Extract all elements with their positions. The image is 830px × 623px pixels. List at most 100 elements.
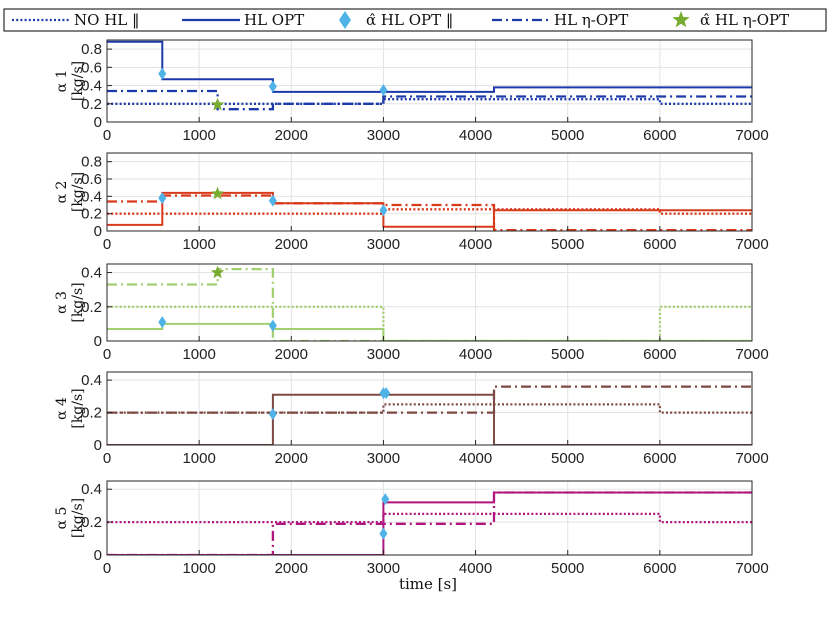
- y-axis-label: α 3: [54, 291, 70, 314]
- y-tick-label: 0.4: [81, 481, 102, 498]
- subplot-4: 0 1000 2000 3000 4000 5000 6000 7000 0 0.2 0.4 α 4[…: [54, 371, 769, 467]
- y-tick-label: 0.4: [81, 78, 102, 95]
- x-tick-label: 1000: [182, 127, 215, 144]
- diamond-marker: [268, 319, 277, 332]
- series-dotted: [107, 512, 752, 524]
- axes-box: [106, 39, 753, 123]
- series-solid: [107, 491, 752, 555]
- legend-star-icon: [672, 11, 690, 28]
- x-tick-label: 3000: [367, 560, 400, 577]
- axes-box: [106, 371, 753, 446]
- x-tick-label: 2000: [275, 127, 308, 144]
- y-tick-label: 0: [94, 547, 102, 564]
- diamond-marker: [158, 192, 167, 205]
- diamond-marker: [379, 204, 388, 217]
- diamond-marker: [268, 194, 277, 207]
- y-tick-label: 0.2: [81, 206, 102, 223]
- y-tick-label: 0.6: [81, 59, 102, 76]
- y-tick-label: 0: [94, 437, 102, 454]
- x-tick-label: 1000: [182, 450, 215, 467]
- star-marker: [210, 265, 225, 279]
- diamond-marker: [379, 527, 388, 540]
- x-tick-label: 5000: [551, 127, 584, 144]
- y-axis-unit: [kg/s]: [70, 388, 86, 428]
- x-tick-label: 0: [103, 127, 111, 144]
- y-axis-label: α 5: [54, 507, 70, 530]
- x-tick-label: 4000: [459, 127, 492, 144]
- y-axis-unit: [kg/s]: [70, 282, 86, 322]
- y-tick-label: 0.4: [81, 265, 102, 282]
- y-tick-label: 0.2: [81, 299, 102, 316]
- diamond-marker: [268, 408, 277, 421]
- diamond-marker: [268, 80, 277, 93]
- x-tick-label: 3000: [367, 450, 400, 467]
- legend-box: [3, 8, 827, 32]
- x-tick-label: 7000: [735, 236, 768, 253]
- diamond-marker: [381, 493, 390, 506]
- star-marker: [210, 97, 225, 111]
- x-tick-label: 1000: [182, 236, 215, 253]
- x-tick-label: 6000: [643, 346, 676, 363]
- series-dashdot: [107, 491, 752, 555]
- x-tick-label: 7000: [735, 346, 768, 363]
- series-dotted: [107, 208, 752, 215]
- y-tick-label: 0.8: [81, 154, 102, 171]
- series-dashdot: [107, 385, 752, 414]
- x-tick-label: 7000: [735, 560, 768, 577]
- plot-area: [107, 372, 752, 445]
- subplot-5: 0 1000 2000 3000 4000 5000 6000 7000 0 0.2 0.4 α 5[…: [54, 480, 769, 577]
- x-tick-label: 1000: [182, 560, 215, 577]
- legend-label-1: HL OPT: [244, 11, 304, 29]
- x-tick-label: 1000: [182, 346, 215, 363]
- y-tick-label: 0.2: [81, 514, 102, 531]
- diamond-marker: [382, 387, 391, 400]
- series-group: [107, 491, 752, 555]
- y-axis-label: α 2: [54, 181, 70, 204]
- x-tick-label: 3000: [367, 346, 400, 363]
- x-tick-label: 2000: [275, 346, 308, 363]
- legend-label-2: α̂ HL OPT ‖: [366, 11, 453, 29]
- x-tick-label: 6000: [643, 127, 676, 144]
- x-tick-label: 3000: [367, 127, 400, 144]
- series-group: [107, 191, 752, 231]
- x-tick-label: 0: [103, 236, 111, 253]
- y-tick-label: 0.2: [81, 96, 102, 113]
- subplot-3: 0 1000 2000 3000 4000 5000 6000 7000 0 0.2 0.4 α 3[…: [54, 263, 769, 363]
- x-tick-label: 6000: [643, 236, 676, 253]
- legend: NO HL ‖ HL OPT α̂ HL OPT ‖ HL η-OPT α̂ HL η-…: [3, 8, 827, 32]
- diamond-marker: [158, 67, 167, 80]
- y-tick-label: 0: [94, 114, 102, 131]
- series-dashdot: [107, 194, 752, 231]
- subplot-2: 0 1000 2000 3000 4000 5000 6000 7000 00.20.40.60…: [54, 152, 769, 253]
- x-tick-label: 2000: [275, 236, 308, 253]
- x-tick-label: 5000: [551, 560, 584, 577]
- x-tick-label: 0: [103, 450, 111, 467]
- x-tick-label: 4000: [459, 236, 492, 253]
- axes-box: [106, 263, 753, 342]
- x-tick-label: 7000: [735, 450, 768, 467]
- legend-diamond-icon: [339, 11, 351, 29]
- legend-label-4: α̂ HL η-OPT: [700, 11, 789, 29]
- y-axis-label: α 1: [54, 70, 70, 93]
- x-tick-label: 4000: [459, 560, 492, 577]
- legend-label-3: HL η-OPT: [554, 11, 628, 29]
- diamond-marker: [379, 84, 388, 97]
- y-tick-label: 0: [94, 223, 102, 240]
- x-tick-label: 6000: [643, 450, 676, 467]
- y-tick-label: 0.8: [81, 41, 102, 58]
- plot-area: [107, 264, 752, 341]
- x-tick-label: 3000: [367, 236, 400, 253]
- x-tick-label: 5000: [551, 346, 584, 363]
- x-tick-label: 6000: [643, 560, 676, 577]
- series-dashdot: [107, 89, 752, 111]
- y-axis-unit: [kg/s]: [70, 61, 86, 101]
- legend-label-0: NO HL ‖: [74, 11, 140, 29]
- y-axis-label: α 4: [54, 397, 70, 420]
- x-tick-label: 5000: [551, 236, 584, 253]
- x-tick-label: 0: [103, 346, 111, 363]
- series-dotted: [107, 403, 752, 414]
- diamond-marker: [158, 316, 167, 329]
- y-axis-unit: [kg/s]: [70, 172, 86, 212]
- y-tick-label: 0.4: [81, 188, 102, 205]
